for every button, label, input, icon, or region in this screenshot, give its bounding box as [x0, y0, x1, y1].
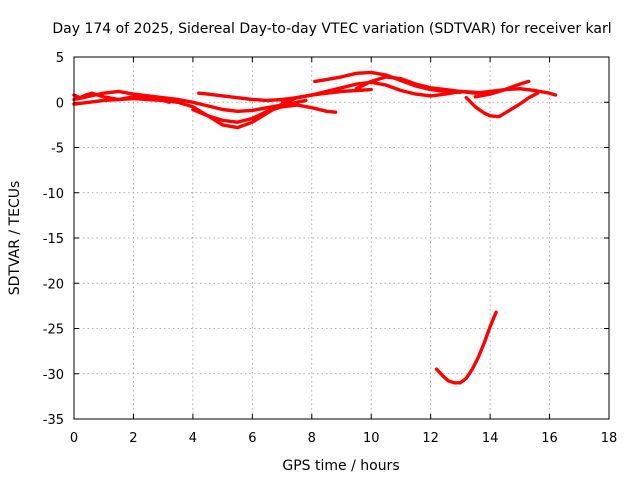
y-tick-label: -35 [43, 413, 64, 428]
y-tick-label: 0 [56, 96, 64, 111]
y-tick-label: -20 [43, 277, 64, 292]
series-line-track-i [464, 91, 540, 119]
y-tick-label: 5 [56, 51, 64, 66]
x-tick-label: 10 [363, 431, 380, 446]
x-tick-label: 8 [308, 431, 316, 446]
y-tick-label: -15 [43, 232, 64, 247]
plot-frame [73, 56, 610, 420]
x-tick-label: 14 [482, 431, 499, 446]
x-tick-label: 16 [541, 431, 558, 446]
x-tick-label: 18 [601, 431, 618, 446]
y-tick-label: -30 [43, 368, 64, 383]
grid-lines [74, 57, 609, 419]
x-tick-label: 12 [422, 431, 439, 446]
y-axis-ticks: 5 0 -5 -10 -15 -20 -25 -30 -35 [43, 51, 609, 428]
x-tick-label: 4 [189, 431, 197, 446]
y-tick-label: -25 [43, 323, 64, 338]
series-line-track-a [72, 89, 308, 114]
series-line-track-h [354, 75, 558, 97]
chart-title: Day 174 of 2025, Sidereal Day-to-day VTE… [52, 21, 611, 37]
y-axis-label: SDTVAR / TECUs [7, 181, 23, 296]
series-line-track-c [72, 91, 171, 105]
x-axis-ticks: 0 2 4 6 8 10 12 14 16 18 [70, 57, 617, 446]
x-tick-label: 0 [70, 431, 78, 446]
y-tick-label: -5 [51, 142, 64, 157]
series-line-track-k [434, 310, 498, 385]
series-line-track-f [313, 70, 463, 95]
series-line-track-j [473, 79, 531, 99]
x-tick-label: 6 [248, 431, 256, 446]
series-line-track-e [191, 103, 338, 124]
y-tick-label: -10 [43, 187, 64, 202]
x-tick-label: 2 [129, 431, 137, 446]
series-group [72, 70, 558, 385]
x-axis-label: GPS time / hours [282, 458, 399, 474]
